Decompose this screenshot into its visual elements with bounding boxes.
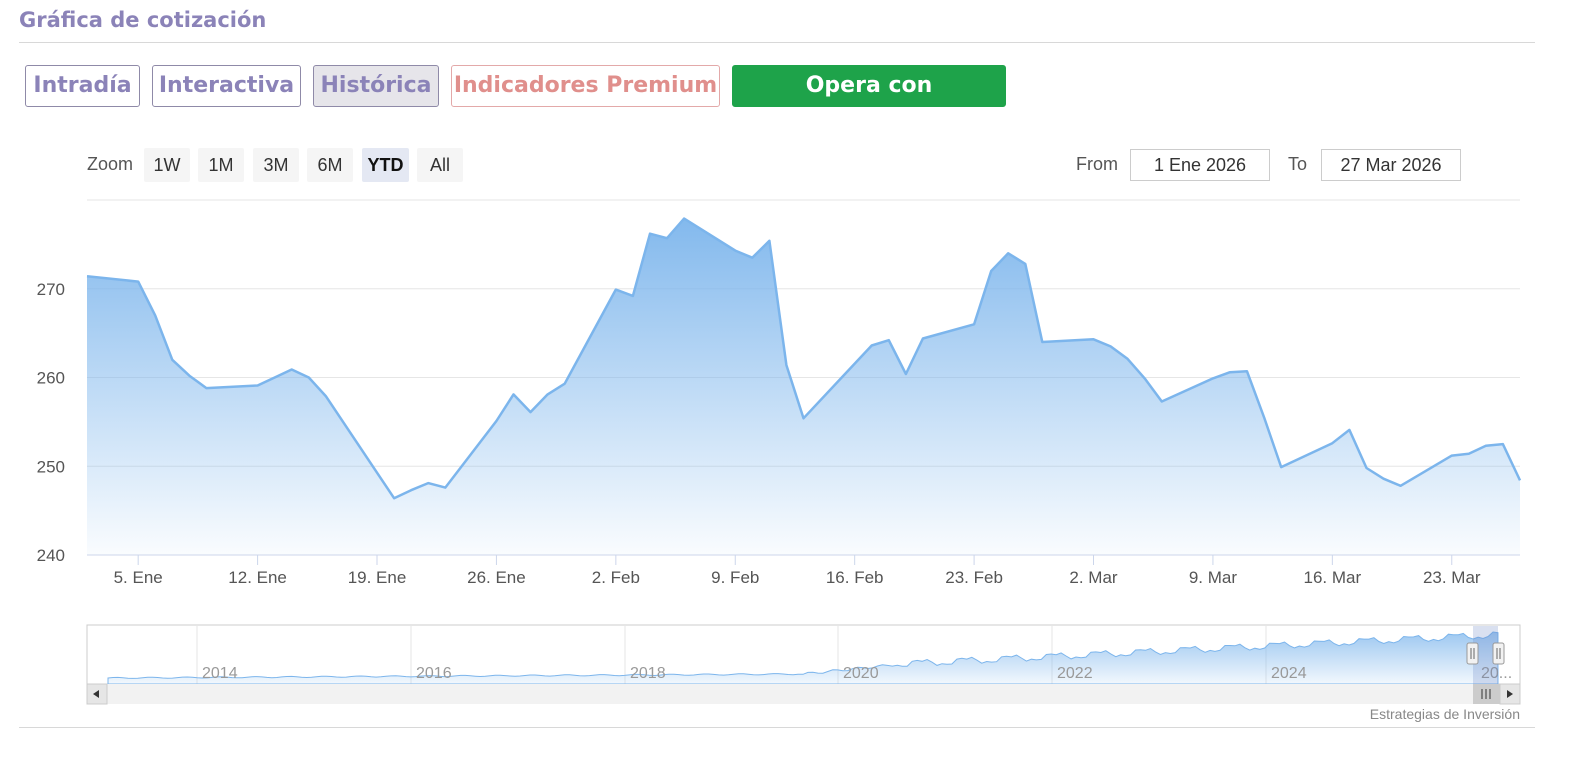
- page-title: Gráfica de cotización: [19, 8, 267, 32]
- y-tick-label: 250: [37, 457, 65, 476]
- tab-indicadores-premium[interactable]: Indicadores Premium: [451, 65, 720, 107]
- series-area: [87, 218, 1520, 555]
- navigator-year-label: 2022: [1057, 665, 1093, 682]
- x-tick-label: 16. Feb: [826, 568, 884, 587]
- title-divider: [19, 42, 1535, 43]
- y-tick-label: 260: [37, 369, 65, 388]
- scrollbar-track[interactable]: [87, 684, 1520, 704]
- x-tick-label: 2. Mar: [1069, 568, 1118, 587]
- range-to-input[interactable]: 27 Mar 2026: [1321, 149, 1461, 181]
- zoom-3m-button[interactable]: 3M: [253, 148, 299, 182]
- range-to-label: To: [1288, 154, 1308, 174]
- zoom-label: Zoom: [87, 154, 134, 174]
- bottom-divider: [19, 727, 1535, 728]
- x-tick-label: 12. Ene: [228, 568, 287, 587]
- x-tick-label: 23. Mar: [1423, 568, 1481, 587]
- navigator-right-handle[interactable]: [1492, 642, 1505, 665]
- range-from-label: From: [1076, 154, 1118, 174]
- navigator[interactable]: 2014 2016 2018 2020 2022 2024 20...: [86, 624, 1521, 685]
- x-tick-label: 2. Feb: [592, 568, 640, 587]
- navigator-year-label: 2016: [416, 665, 452, 682]
- series-line: [86, 217, 1522, 500]
- chevron-right-icon: [1507, 690, 1513, 698]
- navigator-series: [107, 631, 1499, 685]
- x-tick-label: 16. Mar: [1304, 568, 1362, 587]
- chevron-left-icon: [93, 690, 99, 698]
- zoom-1w-button[interactable]: 1W: [144, 148, 190, 182]
- series-points: [86, 218, 1521, 499]
- navigator-year-labels: 2014 2016 2018 2020 2022 2024 20...: [202, 665, 1512, 682]
- x-tick-label: 9. Feb: [711, 568, 759, 587]
- x-tick-label: 5. Ene: [114, 568, 163, 587]
- zoom-ytd-button[interactable]: YTD: [362, 148, 409, 182]
- tab-intradia[interactable]: Intradía: [25, 65, 140, 107]
- zoom-all-button[interactable]: All: [417, 148, 463, 182]
- navigator-left-handle[interactable]: [1466, 642, 1479, 665]
- x-tick-label: 9. Mar: [1189, 568, 1238, 587]
- x-tick-label: 26. Ene: [467, 568, 526, 587]
- tab-historica[interactable]: Histórica: [313, 65, 439, 107]
- navigator-year-label: 2018: [630, 665, 666, 682]
- range-from-input[interactable]: 1 Ene 2026: [1130, 149, 1270, 181]
- navigator-year-label: 2024: [1271, 665, 1307, 682]
- zoom-6m-button[interactable]: 6M: [307, 148, 353, 182]
- y-axis-labels: 240 250 260 270: [37, 280, 65, 565]
- navigator-year-label: 2020: [843, 665, 879, 682]
- y-tick-label: 240: [37, 546, 65, 565]
- navigator-year-label: 2014: [202, 665, 238, 682]
- x-tick-label: 23. Feb: [945, 568, 1003, 587]
- scrollbar[interactable]: [86, 683, 1521, 705]
- x-tick-label: 19. Ene: [348, 568, 407, 587]
- freedom24-cta-button[interactable]: Opera con Freedom24: [732, 65, 1006, 138]
- y-tick-label: 270: [37, 280, 65, 299]
- tab-interactiva[interactable]: Interactiva: [152, 65, 301, 107]
- zoom-1m-button[interactable]: 1M: [198, 148, 244, 182]
- x-axis-ticks: 5. Ene 12. Ene 19. Ene 26. Ene 2. Feb 9. Feb 1…: [114, 555, 1481, 587]
- chart-credits[interactable]: Estrategias de Inversión: [1369, 706, 1520, 722]
- navigator-year-label: 20...: [1481, 665, 1512, 682]
